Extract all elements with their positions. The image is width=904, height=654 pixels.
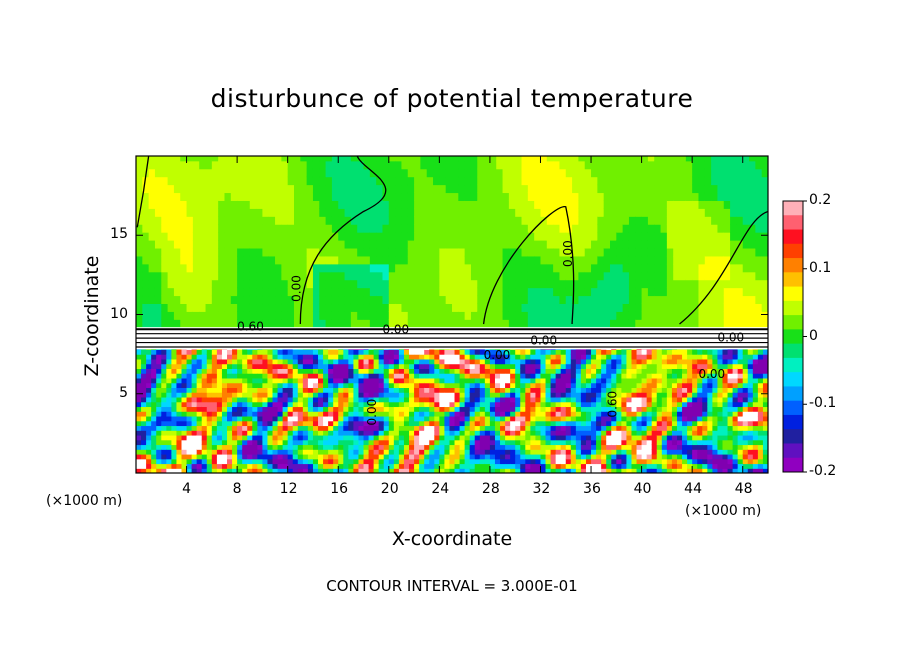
contour-label: 0.00 [561, 240, 575, 267]
contour-label: 0.00 [289, 275, 303, 302]
contour-label: 0.00 [365, 399, 379, 426]
contour-label: 0.00 [717, 330, 744, 344]
colorbar-swatch [783, 343, 803, 359]
x-tick-label: 24 [431, 481, 450, 497]
x-tick-label: 44 [684, 481, 702, 497]
x-tick-label: 48 [734, 481, 753, 497]
zero-contour [482, 206, 575, 325]
y-tick-label: 10 [110, 305, 128, 322]
x-tick-label: 12 [279, 481, 298, 497]
colorbar-swatch [783, 258, 803, 273]
colorbar-swatch [783, 457, 803, 473]
x-tick-label: 32 [532, 481, 551, 497]
x-tick-label: 16 [330, 481, 349, 497]
contour-label: 0.00 [382, 323, 409, 337]
colorbar-tick-label: 0.2 [809, 192, 832, 208]
plot-area: 0.60 0.00 0.00 0.00 0.00 0.00 0.60 0.00 0.00 0.00 [136, 156, 768, 473]
x-tick-label: 4 [182, 481, 191, 497]
x-tick-label: 28 [481, 481, 500, 497]
colorbar-swatch [783, 386, 803, 402]
colorbar-tick-label: -0.2 [809, 463, 837, 479]
field-cells [136, 156, 768, 473]
zero-contour [679, 210, 768, 325]
contour-label: 0.60 [605, 391, 619, 418]
colorbar-swatch [783, 243, 803, 259]
zero-contour [136, 156, 150, 228]
y-tick-label: 15 [110, 226, 128, 243]
colorbar-swatch [783, 414, 803, 430]
contour-label: 0.00 [530, 334, 557, 348]
colorbar-swatch [783, 329, 803, 345]
contour-label: 0.60 [237, 319, 264, 333]
contour-interval-note: CONTOUR INTERVAL = 3.000E-01 [326, 577, 578, 595]
x-axis-label: X-coordinate [391, 528, 513, 550]
colorbar-swatch [783, 400, 803, 416]
colorbar-swatch [783, 429, 803, 444]
zero-contour [299, 156, 387, 325]
colorbar-tick-label: 0.1 [809, 259, 832, 276]
x-tick-label: 36 [583, 481, 601, 497]
colorbar-swatch [783, 215, 803, 231]
x-unit-right: (×1000 m) [685, 503, 762, 519]
colorbar-swatch [783, 372, 803, 387]
colorbar-tick-label: 0 [809, 327, 818, 344]
chart-title: disturbunce of potential temperature [210, 84, 694, 113]
colorbar-swatch [783, 272, 803, 288]
contour-label: 0.00 [484, 348, 511, 362]
colorbar-swatch [783, 229, 803, 245]
y-tick-label: 5 [119, 384, 128, 401]
x-unit-left: (×1000 m) [46, 493, 123, 509]
colorbar-tick-label: -0.1 [809, 395, 837, 412]
colorbar-swatch [783, 357, 803, 373]
colorbar-swatch [783, 300, 803, 316]
x-tick-label: 20 [380, 481, 399, 497]
colorbar-swatch [783, 286, 803, 302]
contour-label: 0.00 [698, 367, 725, 381]
colorbar-swatch [783, 201, 803, 216]
x-tick-label: 40 [633, 481, 652, 497]
colorbar [782, 200, 807, 473]
x-tick-label: 8 [232, 481, 242, 497]
colorbar-swatch [783, 443, 803, 459]
colorbar-swatch [783, 315, 803, 330]
axes [136, 156, 768, 473]
